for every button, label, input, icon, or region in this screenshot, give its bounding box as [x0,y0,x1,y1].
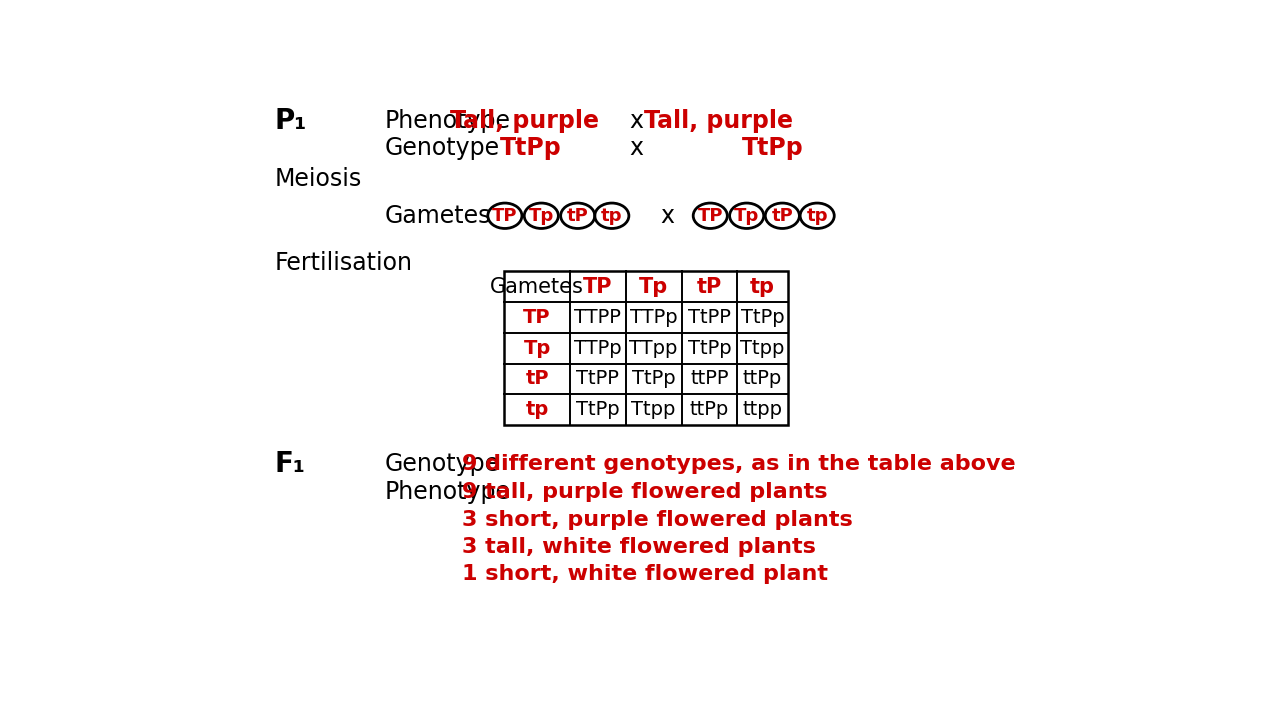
Text: Phenotype: Phenotype [385,109,511,133]
Text: tP: tP [772,207,794,225]
Text: tp: tp [602,207,622,225]
Text: x: x [660,204,675,228]
Text: TtPp: TtPp [741,136,803,160]
Text: TP: TP [698,207,723,225]
Text: Gametes: Gametes [385,204,492,228]
Text: TTPp: TTPp [573,338,622,358]
Text: Tp: Tp [733,207,759,225]
Text: TtPP: TtPP [689,308,731,327]
Text: TP: TP [492,207,517,225]
Text: TtPP: TtPP [576,369,620,389]
Bar [504,271,787,426]
Text: 3 tall, white flowered plants: 3 tall, white flowered plants [462,537,817,557]
Text: Tp: Tp [639,276,668,297]
Text: Tall, purple: Tall, purple [449,109,599,133]
Text: P₁: P₁ [275,107,307,135]
Text: Meiosis: Meiosis [275,167,362,191]
Text: Tp: Tp [529,207,554,225]
Text: TtPp: TtPp [499,136,562,160]
Text: ttPP: ttPP [690,369,728,389]
Text: Ttpp: Ttpp [740,338,785,358]
Text: 9 tall, purple flowered plants: 9 tall, purple flowered plants [462,482,828,502]
Text: Tall, purple: Tall, purple [644,109,792,133]
Text: Genotype: Genotype [385,136,500,160]
Text: TtPp: TtPp [741,308,785,327]
Text: Genotype: Genotype [385,451,500,476]
Text: TTpp: TTpp [630,338,678,358]
Text: 1 short, white flowered plant: 1 short, white flowered plant [462,564,828,584]
Text: TP: TP [524,308,550,327]
Text: 3 short, purple flowered plants: 3 short, purple flowered plants [462,510,852,530]
Text: TtPp: TtPp [632,369,676,389]
Text: x: x [630,136,644,160]
Text: TTPP: TTPP [575,308,621,327]
Text: ttPp: ttPp [690,400,730,419]
Text: TTPp: TTPp [630,308,677,327]
Text: tp: tp [750,276,776,297]
Text: Ttpp: Ttpp [631,400,676,419]
Text: tp: tp [806,207,828,225]
Text: tp: tp [525,400,549,419]
Text: tP: tP [567,207,589,225]
Text: ttpp: ttpp [742,400,782,419]
Text: TtPp: TtPp [687,338,731,358]
Text: 9 different genotypes, as in the table above: 9 different genotypes, as in the table a… [462,454,1016,474]
Text: ttPp: ttPp [742,369,782,389]
Text: tP: tP [696,276,722,297]
Text: TP: TP [584,276,613,297]
Text: Tp: Tp [524,338,550,358]
Text: tP: tP [525,369,549,389]
Text: Fertilisation: Fertilisation [275,251,412,276]
Text: x: x [630,109,644,133]
Text: Gametes: Gametes [490,276,584,297]
Text: F₁: F₁ [275,450,306,477]
Text: Phenotype: Phenotype [385,480,511,504]
Text: TtPp: TtPp [576,400,620,419]
